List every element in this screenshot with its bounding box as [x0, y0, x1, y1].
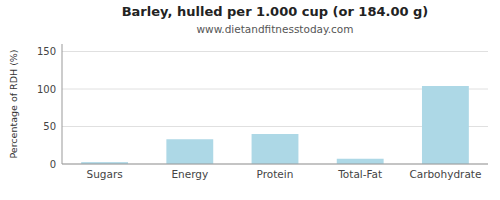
grid [62, 52, 488, 165]
chart: Barley, hulled per 1.000 cup (or 184.00 … [0, 0, 500, 200]
grid-line [62, 51, 488, 52]
y-axis-label: Percentage of RDH (%) [8, 49, 19, 158]
y-tick-label: 50 [43, 121, 56, 132]
x-tick-label: Protein [257, 168, 294, 180]
subtitle: www.dietandfitnesstoday.com [197, 23, 354, 35]
title: Barley, hulled per 1.000 cup (or 184.00 … [122, 4, 429, 19]
x-axis-line [62, 164, 488, 165]
bar [252, 134, 299, 164]
y-tick-label: 100 [37, 84, 56, 95]
bar [337, 159, 384, 164]
bar [166, 139, 213, 164]
x-tick-label: Carbohydrate [409, 168, 481, 180]
y-tick-label: 150 [37, 46, 56, 57]
bars [81, 86, 469, 164]
x-tick-label: Sugars [86, 168, 122, 180]
x-tick-label: Energy [171, 168, 208, 180]
y-axis-line [62, 44, 63, 164]
chart-container: Barley, hulled per 1.000 cup (or 184.00 … [0, 0, 500, 200]
bar [422, 86, 469, 164]
grid-line [62, 164, 488, 165]
y-tick-label: 0 [50, 159, 56, 170]
x-tick-label: Total-Fat [337, 168, 382, 180]
